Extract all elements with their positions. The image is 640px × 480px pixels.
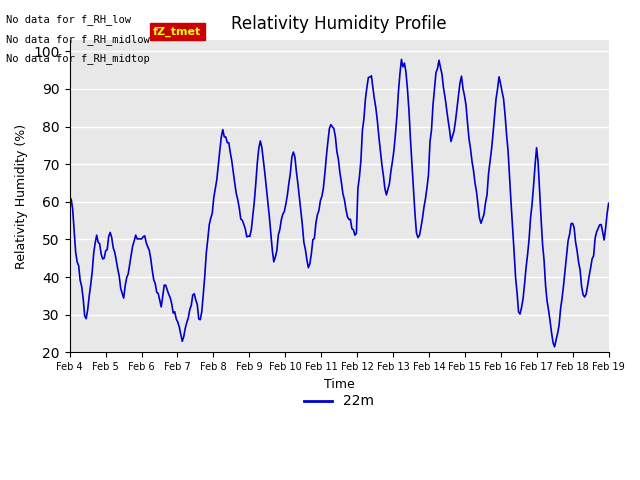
- X-axis label: Time: Time: [324, 377, 355, 391]
- Text: fZ_tmet: fZ_tmet: [153, 27, 202, 37]
- Text: No data for f_RH_midtop: No data for f_RH_midtop: [6, 53, 150, 64]
- Title: Relativity Humidity Profile: Relativity Humidity Profile: [231, 15, 447, 33]
- Legend: 22m: 22m: [299, 389, 380, 414]
- Y-axis label: Relativity Humidity (%): Relativity Humidity (%): [15, 124, 28, 269]
- Text: No data for f_RH_low: No data for f_RH_low: [6, 14, 131, 25]
- Text: No data for f_RH_midlow: No data for f_RH_midlow: [6, 34, 150, 45]
